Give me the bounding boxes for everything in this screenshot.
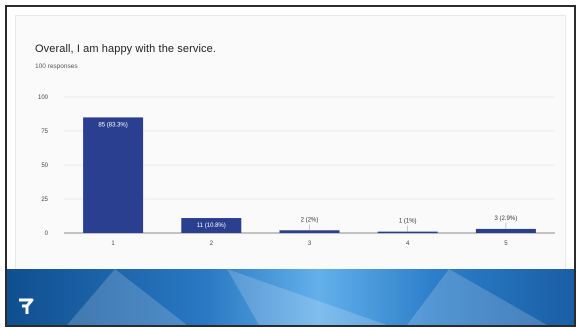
response-count: 100 responses: [35, 63, 78, 70]
brand-logo-icon: [19, 298, 34, 314]
bar: [377, 231, 438, 234]
decorative-banner: [7, 269, 574, 325]
y-tick-label: 50: [41, 163, 48, 169]
slide-frame: Overall, I am happy with the service. 10…: [5, 5, 576, 327]
x-tick-label: 3: [308, 241, 312, 247]
y-tick-label: 0: [45, 231, 49, 237]
bar: [279, 230, 340, 233]
data-label: 1 (1%): [399, 219, 417, 225]
y-tick-label: 75: [41, 129, 48, 135]
bar: [475, 228, 536, 233]
data-label: 85 (83.3%): [98, 122, 127, 128]
data-label: 3 (2.9%): [495, 216, 518, 222]
x-tick-label: 4: [406, 241, 410, 247]
question-title: Overall, I am happy with the service.: [35, 43, 216, 55]
y-tick-label: 25: [41, 197, 48, 203]
x-tick-label: 2: [210, 241, 214, 247]
data-label: 2 (2%): [301, 217, 319, 223]
bar: [181, 218, 242, 233]
x-tick-label: 5: [504, 241, 508, 247]
y-tick-label: 100: [38, 95, 49, 101]
x-tick-label: 1: [111, 241, 115, 247]
bar: [83, 117, 144, 233]
bar-chart: 100 75 50 25 0 85 (83.3%) 1 11 (10.8%) 2 2 (2%) 3 1…: [38, 95, 555, 247]
data-label: 11 (10.8%): [197, 223, 226, 229]
